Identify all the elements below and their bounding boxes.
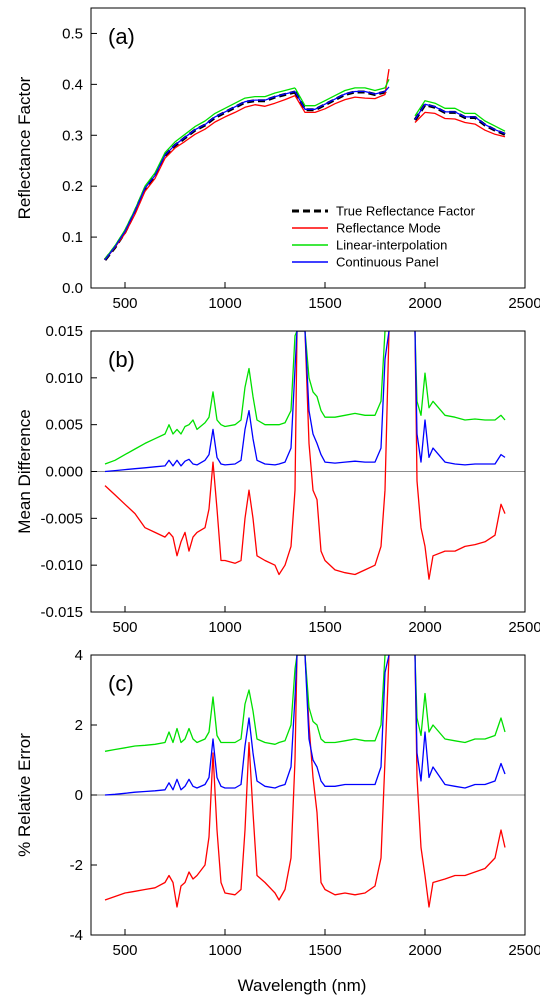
series-line-true-reflectance-factor-segment-1 xyxy=(103,90,296,261)
y-tick-label: 0.015 xyxy=(45,323,83,340)
legend-label-true-reflectance-factor: True Reflectance Factor xyxy=(336,204,476,219)
series-line-reflectance-mode-segment-2 xyxy=(294,68,390,114)
x-tick-label: 2500 xyxy=(508,619,540,636)
series-group xyxy=(103,68,506,261)
series-line-reflectance-mode-segment-1 xyxy=(104,331,390,576)
series-line-continuous-panel-segment-1 xyxy=(104,655,390,796)
series-line-continuous-panel-segment-1 xyxy=(104,331,390,473)
x-tick-label: 500 xyxy=(112,942,137,959)
x-tick-label: 1500 xyxy=(308,295,341,312)
x-tick-label: 2000 xyxy=(408,619,441,636)
legend: True Reflectance Factor Reflectance Mode L… xyxy=(292,204,476,270)
panel-c: 500 1000 1500 2000 2500 -4 -2 0 2 4 % Relative Err… xyxy=(15,647,540,959)
series-line-linear-interpolation-segment-1 xyxy=(104,87,296,260)
x-tick-label: 2000 xyxy=(408,942,441,959)
panel-label: (a) xyxy=(108,24,135,49)
y-tick-label: 0 xyxy=(75,787,83,804)
series-line-linear-interpolation-segment-2 xyxy=(414,655,506,744)
x-axis-title: Wavelength (nm) xyxy=(238,976,367,995)
plot-frame xyxy=(90,7,526,289)
y-tick-label: -4 xyxy=(70,927,83,944)
y-tick-label: 2 xyxy=(75,717,83,734)
x-tick-label: 2000 xyxy=(408,295,441,312)
y-axis-title: Reflectance Factor xyxy=(15,76,34,219)
series-line-linear-interpolation-segment-1 xyxy=(104,655,389,752)
series-line-reflectance-mode-segment-3 xyxy=(414,111,506,138)
legend-label-continuous-panel: Continuous Panel xyxy=(336,255,439,270)
x-tick-label: 2500 xyxy=(508,295,540,312)
x-tick-label: 500 xyxy=(112,295,137,312)
panel-b: 500 1000 1500 2000 2500 -0.015 -0.010 -0.005 0.0… xyxy=(15,323,540,636)
series-line-linear-interpolation-segment-2 xyxy=(414,331,506,421)
series-line-reflectance-mode-segment-2 xyxy=(414,655,506,908)
panel-label: (c) xyxy=(108,671,134,696)
y-tick-label: 0.4 xyxy=(62,76,83,93)
y-tick-label: 0.5 xyxy=(62,25,83,42)
x-tick-label: 1500 xyxy=(308,619,341,636)
series-line-true-reflectance-factor-segment-3 xyxy=(413,103,506,136)
y-tick-label: -2 xyxy=(70,857,83,874)
series-line-continuous-panel-segment-2 xyxy=(414,655,506,789)
legend-label-linear-interpolation: Linear-interpolation xyxy=(336,238,447,253)
y-tick-label: 0.0 xyxy=(62,280,83,297)
y-tick-label: 0.005 xyxy=(45,417,83,434)
y-tick-label: 0.1 xyxy=(62,229,83,246)
series-group xyxy=(104,331,506,580)
panel-a: 500 1000 1500 2000 2500 0.0 0.1 0.2 0.3 0.4 0.5 Ref… xyxy=(15,7,540,312)
series-line-reflectance-mode-segment-1 xyxy=(104,94,296,261)
x-tick-label: 2500 xyxy=(508,942,540,959)
y-axis-title: Mean Difference xyxy=(15,409,34,533)
legend-label-reflectance-mode: Reflectance Mode xyxy=(336,221,441,236)
y-tick-label: 0.000 xyxy=(45,464,83,481)
y-tick-label: 0.010 xyxy=(45,370,83,387)
y-tick-label: -0.005 xyxy=(40,510,83,527)
x-tick-label: 1000 xyxy=(208,619,241,636)
y-tick-label: 0.2 xyxy=(62,178,83,195)
y-axis-title: % Relative Error xyxy=(15,733,34,857)
series-group xyxy=(104,655,506,908)
series-line-continuous-panel-segment-1 xyxy=(104,90,296,261)
x-tick-label: 500 xyxy=(112,619,137,636)
y-tick-label: 4 xyxy=(75,647,83,664)
series-line-reflectance-mode-segment-2 xyxy=(414,331,506,580)
x-tick-label: 1500 xyxy=(308,942,341,959)
series-line-linear-interpolation-segment-2 xyxy=(294,79,390,107)
series-line-continuous-panel-segment-2 xyxy=(414,331,506,466)
y-tick-label: 0.3 xyxy=(62,127,83,144)
x-tick-label: 1000 xyxy=(208,942,241,959)
series-line-continuous-panel-segment-2 xyxy=(294,86,390,110)
series-line-linear-interpolation-segment-3 xyxy=(414,100,506,132)
panel-label: (b) xyxy=(108,347,135,372)
x-tick-label: 1000 xyxy=(208,295,241,312)
series-line-reflectance-mode-segment-1 xyxy=(104,655,390,908)
series-line-continuous-panel-segment-3 xyxy=(414,103,506,135)
series-line-linear-interpolation-segment-1 xyxy=(104,331,389,465)
y-tick-label: -0.010 xyxy=(40,557,83,574)
y-tick-label: -0.015 xyxy=(40,604,83,621)
